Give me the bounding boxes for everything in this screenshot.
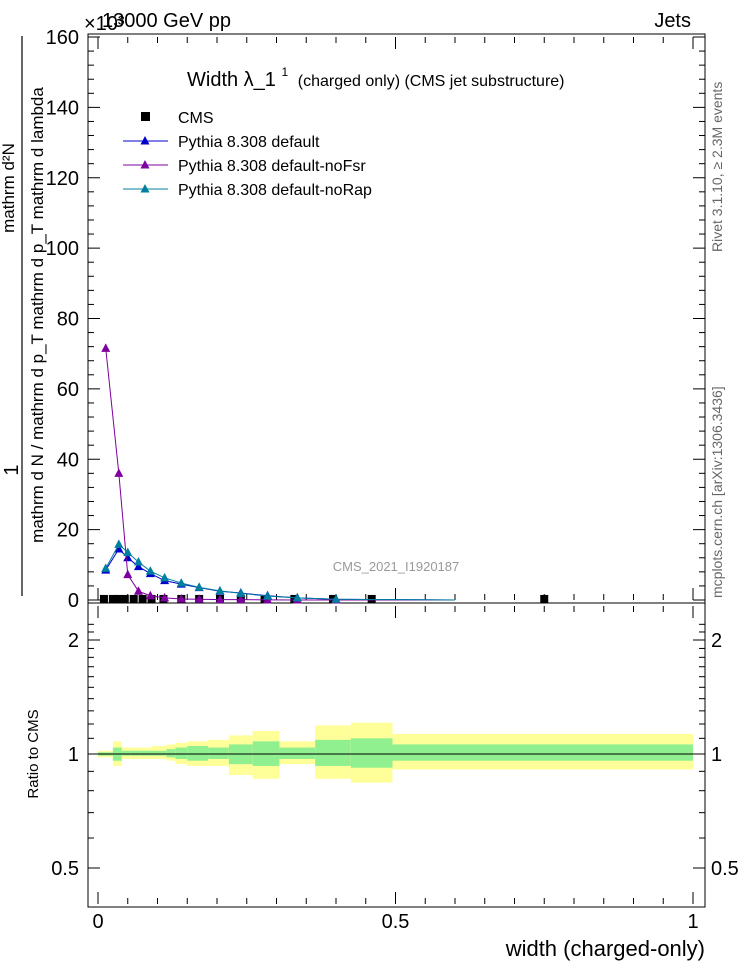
series-point [176,593,186,603]
x-tick-label: 1 [687,911,698,933]
y-tick-label: 160 [46,27,79,49]
y-label-denominator: mathrm d N / mathrm d p_T mathrm d p_T m… [28,87,47,543]
series-point [194,594,204,603]
band-inner [350,738,393,768]
y-tick-label: 120 [46,168,79,190]
plot-title-main: Width λ_1 [187,69,276,91]
y-tick-labels: 0 20 40 60 80 100 120 140 160 0.5 0.5 1 1 2 2 [46,27,739,880]
series-point [331,594,341,603]
x-axis-label: width (charged-only) [505,936,705,961]
y-label-top: mathrm d²N [0,143,18,233]
y-axis-label-ratio: Ratio to CMS [25,709,42,798]
series-point [215,585,225,595]
band-inner [315,739,351,766]
series-point [236,588,246,597]
data-point [114,594,123,603]
y-tick-label: 100 [46,238,79,260]
side-label-mcplots: mcplots.cern.ch [arXiv:1306.3436] [709,386,725,598]
ratio-y-tick-label-right: 2 [711,630,722,652]
series-point [160,572,170,582]
data-point [367,594,376,603]
band-inner [166,749,176,758]
series-point [133,556,143,566]
series-point [123,569,133,579]
y-exponent: ×10³ [84,13,125,35]
band-inner [139,750,152,756]
plot-title-sup: 1 [282,65,289,79]
ratio-bands [98,722,693,783]
legend-marker-triangle [140,136,150,145]
legend-marker-triangle [140,160,150,169]
data-point [138,594,147,603]
series-point [292,592,302,602]
watermark: CMS_2021_I1920187 [333,559,460,574]
legend-label: Pythia 8.308 default [178,134,320,151]
legend-marker-triangle [140,184,150,193]
plot-title-rest: (charged only) (CMS jet substructure) [298,73,565,90]
series-point [133,561,143,571]
legend-label: CMS [178,110,214,127]
series-point [160,592,170,602]
series-point [194,582,204,591]
y-tick-label: 140 [46,97,79,119]
series-point [133,586,143,595]
x-tick-label: 0.5 [382,911,410,933]
legend-label: Pythia 8.308 default-noFsr [178,158,366,175]
band-inner [279,747,316,760]
band-inner [130,750,140,756]
data-point [99,594,108,603]
band-inner [187,745,209,761]
ratio-y-tick-label-right: 1 [711,744,722,766]
ratio-y-tick-label: 1 [68,744,79,766]
band-inner [392,744,693,761]
legend-label: Pythia 8.308 default-noRap [178,182,372,199]
plot-title: Width λ_1 1 (charged only) (CMS jet subs… [187,59,565,91]
series-layer [99,343,549,604]
series-point [145,590,155,600]
series-point [215,594,225,604]
series-point [123,552,133,562]
y-axis-label-main: 1 mathrm d N / mathrm d p_T mathrm d p_T… [0,36,47,596]
band-inner [121,750,131,756]
x-tick-label: 0 [92,911,103,933]
header-left: 13000 GeV pp [102,10,231,32]
series-point [114,539,124,548]
ratio-y-tick-label-right: 0.5 [711,858,739,880]
series-point [101,343,111,352]
band-inner [175,747,188,760]
ratio-plot-frame [87,602,706,908]
y-tick-label: 40 [57,449,79,471]
header-right: Jets [654,10,691,32]
y-tick-label: 60 [57,379,79,401]
ratio-y-tick-label: 0.5 [51,858,79,880]
data-point [108,594,117,603]
x-tick-labels: 0 0.5 1 [92,911,698,933]
legend-marker-square [141,112,150,121]
ratio-y-tick-label: 2 [68,630,79,652]
data-point [540,594,549,603]
series-point [145,566,155,575]
series-point [176,578,186,587]
y-tick-label: 20 [57,520,79,542]
data-point [129,594,138,603]
series-point [101,563,111,572]
series-point [263,591,273,600]
band-inner [151,750,167,756]
y-tick-label: 0 [68,590,79,612]
band-inner [208,747,229,760]
y-label-numerator: 1 [1,464,23,475]
series-point [236,594,246,604]
data-point [120,594,129,603]
y-tick-label: 80 [57,309,79,331]
series-point [123,547,133,556]
side-label-rivet: Rivet 3.1.10, ≥ 2.3M events [709,82,725,252]
series-point [114,468,124,477]
legend: CMS Pythia 8.308 default Pythia 8.308 defa… [123,110,372,199]
series-point [114,543,124,553]
